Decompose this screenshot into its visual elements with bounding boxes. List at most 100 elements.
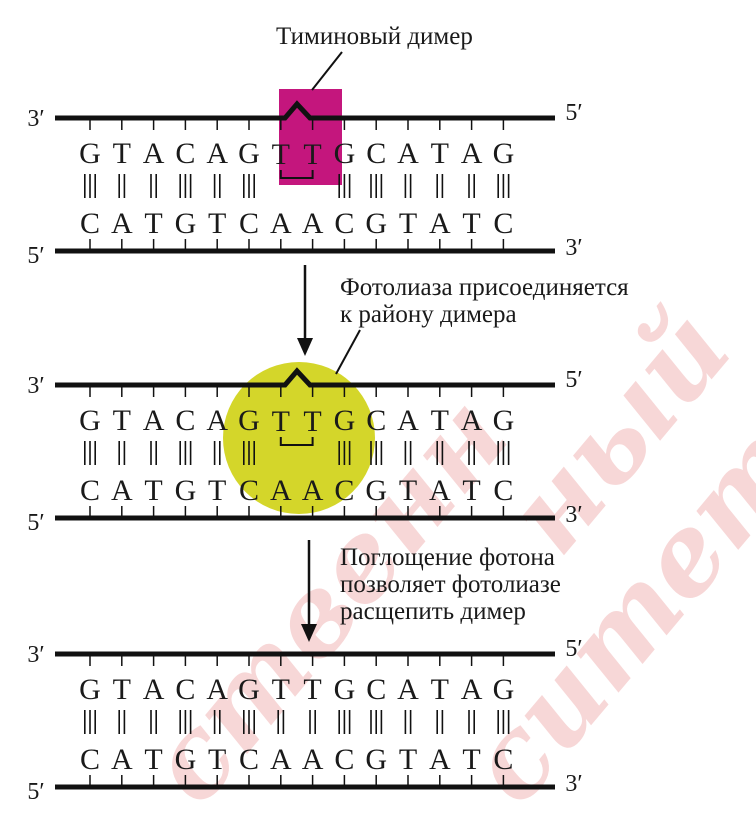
strand-end-label: 5′ xyxy=(565,636,582,662)
bottom-base: A xyxy=(429,474,451,507)
top-base: A xyxy=(397,137,419,170)
strand-end-label: 3′ xyxy=(27,642,44,668)
bottom-base: G xyxy=(175,207,197,240)
top-base: T xyxy=(431,137,449,170)
hydrogen-bond xyxy=(309,710,317,734)
bottom-base: C xyxy=(80,474,100,507)
hydrogen-bond xyxy=(243,710,255,734)
step1-label-line2: к району димера xyxy=(340,301,517,328)
bottom-base: C xyxy=(80,743,100,776)
top-base: A xyxy=(461,137,483,170)
bottom-base: T xyxy=(144,474,162,507)
step2-label-line2: позволяет фотолиазе xyxy=(340,571,561,598)
top-base: C xyxy=(366,673,386,706)
hydrogen-bond xyxy=(497,174,510,198)
top-base: A xyxy=(397,404,419,437)
bottom-base: C xyxy=(334,474,354,507)
hydrogen-bond xyxy=(213,710,221,734)
bottom-base: C xyxy=(493,207,513,240)
bottom-base: A xyxy=(270,207,292,240)
bottom-base: G xyxy=(175,474,197,507)
hydrogen-bond xyxy=(436,174,444,198)
strand-end-label: 5′ xyxy=(565,100,582,126)
top-base: G xyxy=(493,404,515,437)
bottom-base: C xyxy=(334,207,354,240)
hydrogen-bond xyxy=(497,441,510,465)
top-base: G xyxy=(334,673,356,706)
top-base: A xyxy=(397,673,419,706)
top-base: G xyxy=(79,137,101,170)
dimer-bond xyxy=(279,170,314,179)
bottom-base: G xyxy=(365,743,387,776)
bottom-base: G xyxy=(175,743,197,776)
top-base: T xyxy=(272,673,290,706)
top-base: A xyxy=(143,404,165,437)
hydrogen-bond xyxy=(404,174,412,198)
top-base: T xyxy=(303,405,321,438)
hydrogen-bond xyxy=(179,710,192,734)
bottom-base: C xyxy=(239,474,259,507)
top-base: T xyxy=(113,137,131,170)
top-base: T xyxy=(272,405,290,438)
bottom-base: A xyxy=(111,743,133,776)
strand-end-label: 5′ xyxy=(27,510,44,536)
hydrogen-bond xyxy=(243,441,255,465)
top-base: C xyxy=(366,137,386,170)
top-base: G xyxy=(79,404,101,437)
top-base: G xyxy=(493,137,515,170)
bottom-base: C xyxy=(239,743,259,776)
step2-label-line3: расщепить димер xyxy=(340,598,526,625)
bottom-base: A xyxy=(270,474,292,507)
top-base: C xyxy=(366,404,386,437)
top-base: A xyxy=(143,673,165,706)
bottom-base: T xyxy=(399,207,417,240)
top-base: A xyxy=(143,137,165,170)
dimer-bond xyxy=(279,437,314,446)
bottom-base: T xyxy=(208,207,226,240)
top-strand-backbone xyxy=(55,100,555,121)
hydrogen-bond xyxy=(468,710,476,734)
strand-end-label: 3′ xyxy=(565,771,582,797)
hydrogen-bond xyxy=(118,174,126,198)
hydrogen-bond xyxy=(338,174,351,198)
bottom-base: A xyxy=(111,207,133,240)
top-strand-backbone xyxy=(55,367,555,388)
bottom-base: T xyxy=(399,743,417,776)
hydrogen-bond xyxy=(84,174,96,198)
top-base: T xyxy=(303,138,321,171)
hydrogen-bond xyxy=(370,710,383,734)
bottom-base: A xyxy=(302,474,324,507)
hydrogen-bond xyxy=(179,441,192,465)
bottom-base: A xyxy=(270,743,292,776)
bottom-base: A xyxy=(429,207,451,240)
strand-end-label: 3′ xyxy=(565,235,582,261)
hydrogen-bond xyxy=(338,441,351,465)
bottom-base: T xyxy=(462,207,480,240)
hydrogen-bond xyxy=(277,710,285,734)
hydrogen-bond xyxy=(468,174,476,198)
top-base: G xyxy=(493,673,515,706)
top-base: C xyxy=(175,137,195,170)
strand-end-label: 3′ xyxy=(27,373,44,399)
top-base: T xyxy=(303,673,321,706)
top-base: T xyxy=(431,673,449,706)
bottom-base: C xyxy=(239,207,259,240)
hydrogen-bond xyxy=(468,441,476,465)
hydrogen-bond xyxy=(150,441,157,465)
bottom-base: C xyxy=(80,207,100,240)
hydrogen-bond xyxy=(150,710,157,734)
bottom-base: T xyxy=(462,474,480,507)
hydrogen-bond xyxy=(243,174,255,198)
hydrogen-bond xyxy=(213,441,221,465)
top-base: A xyxy=(461,404,483,437)
top-base: G xyxy=(238,137,260,170)
thymine-dimer-highlight xyxy=(279,89,342,185)
bottom-base: G xyxy=(365,474,387,507)
strand-end-label: 3′ xyxy=(27,106,44,132)
bottom-base: T xyxy=(208,743,226,776)
bottom-base: C xyxy=(493,474,513,507)
top-base: G xyxy=(238,673,260,706)
hydrogen-bond xyxy=(497,710,510,734)
strand-end-label: 5′ xyxy=(565,367,582,393)
